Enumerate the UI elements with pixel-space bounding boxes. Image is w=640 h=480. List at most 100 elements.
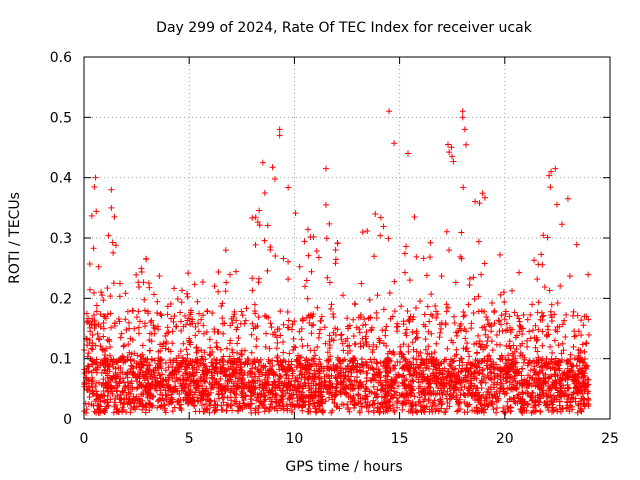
data-point [157, 341, 164, 348]
data-point [510, 352, 517, 359]
data-point [101, 407, 108, 414]
data-point [415, 352, 422, 359]
data-point [174, 296, 181, 303]
data-point [151, 357, 158, 364]
data-point [459, 114, 466, 121]
data-point [424, 303, 431, 310]
data-point [435, 407, 442, 414]
data-point [552, 165, 559, 172]
data-point [434, 384, 441, 391]
data-point [91, 312, 98, 319]
y-tick-label: 0.3 [50, 231, 72, 247]
data-point [297, 368, 304, 375]
data-point [103, 345, 110, 352]
data-point [356, 329, 363, 336]
data-point [448, 153, 455, 160]
data-point [475, 293, 482, 300]
data-point [570, 312, 577, 319]
data-point [241, 381, 248, 388]
data-point [403, 376, 410, 383]
data-point [309, 395, 316, 402]
data-point [467, 365, 474, 372]
data-point [130, 307, 137, 314]
data-point [334, 240, 341, 247]
data-point [183, 346, 190, 353]
data-point [433, 314, 440, 321]
data-point [533, 334, 540, 341]
data-point [212, 364, 219, 371]
data-point [296, 388, 303, 395]
data-point [207, 344, 214, 351]
data-point [461, 126, 468, 133]
data-point [483, 395, 490, 402]
data-point [558, 350, 565, 357]
data-point [580, 370, 587, 377]
data-point [400, 341, 407, 348]
data-point [209, 310, 216, 317]
data-point [237, 351, 244, 358]
data-point [161, 402, 168, 409]
data-point [482, 327, 489, 334]
data-point [354, 360, 361, 367]
data-point [397, 348, 404, 355]
data-point [420, 367, 427, 374]
data-point [486, 352, 493, 359]
data-point [357, 395, 364, 402]
data-point [143, 255, 150, 262]
data-point [319, 408, 326, 415]
data-point [242, 392, 249, 399]
data-point [135, 284, 142, 291]
data-point [382, 372, 389, 379]
x-tick-labels: 0 5 10 15 20 25 [80, 431, 619, 447]
data-point [393, 373, 400, 380]
data-point [539, 342, 546, 349]
data-point [267, 394, 274, 401]
data-point [219, 406, 226, 413]
data-point [580, 322, 587, 329]
data-point [413, 304, 420, 311]
data-point [135, 308, 142, 315]
data-point [406, 316, 413, 323]
data-point [306, 319, 313, 326]
data-point [366, 296, 373, 303]
data-point [140, 279, 147, 286]
data-point [199, 385, 206, 392]
data-point [581, 372, 588, 379]
data-point [322, 379, 329, 386]
data-point [231, 390, 238, 397]
data-point [250, 325, 257, 332]
data-point [215, 288, 222, 295]
data-point [223, 407, 230, 414]
data-point [183, 369, 190, 376]
data-point [410, 378, 417, 385]
data-point [365, 315, 372, 322]
data-point [263, 330, 270, 337]
data-point [209, 349, 216, 356]
data-point [146, 337, 153, 344]
data-point [532, 322, 539, 329]
data-point [405, 348, 412, 355]
data-point [100, 297, 107, 304]
data-point [130, 365, 137, 372]
data-point [379, 327, 386, 334]
data-point [182, 312, 189, 319]
data-point [428, 291, 435, 298]
data-point [260, 362, 267, 369]
data-point [370, 397, 377, 404]
data-point [580, 400, 587, 407]
data-point [487, 386, 494, 393]
data-point [88, 345, 95, 352]
data-point [288, 400, 295, 407]
data-point [400, 321, 407, 328]
data-point [138, 269, 145, 276]
data-point [251, 371, 258, 378]
data-point [347, 347, 354, 354]
data-point [478, 385, 485, 392]
data-point [452, 279, 459, 286]
data-point [112, 320, 119, 327]
data-point [91, 408, 98, 415]
data-point [133, 271, 140, 278]
data-point [267, 320, 274, 327]
data-point [502, 327, 509, 334]
data-point [419, 378, 426, 385]
